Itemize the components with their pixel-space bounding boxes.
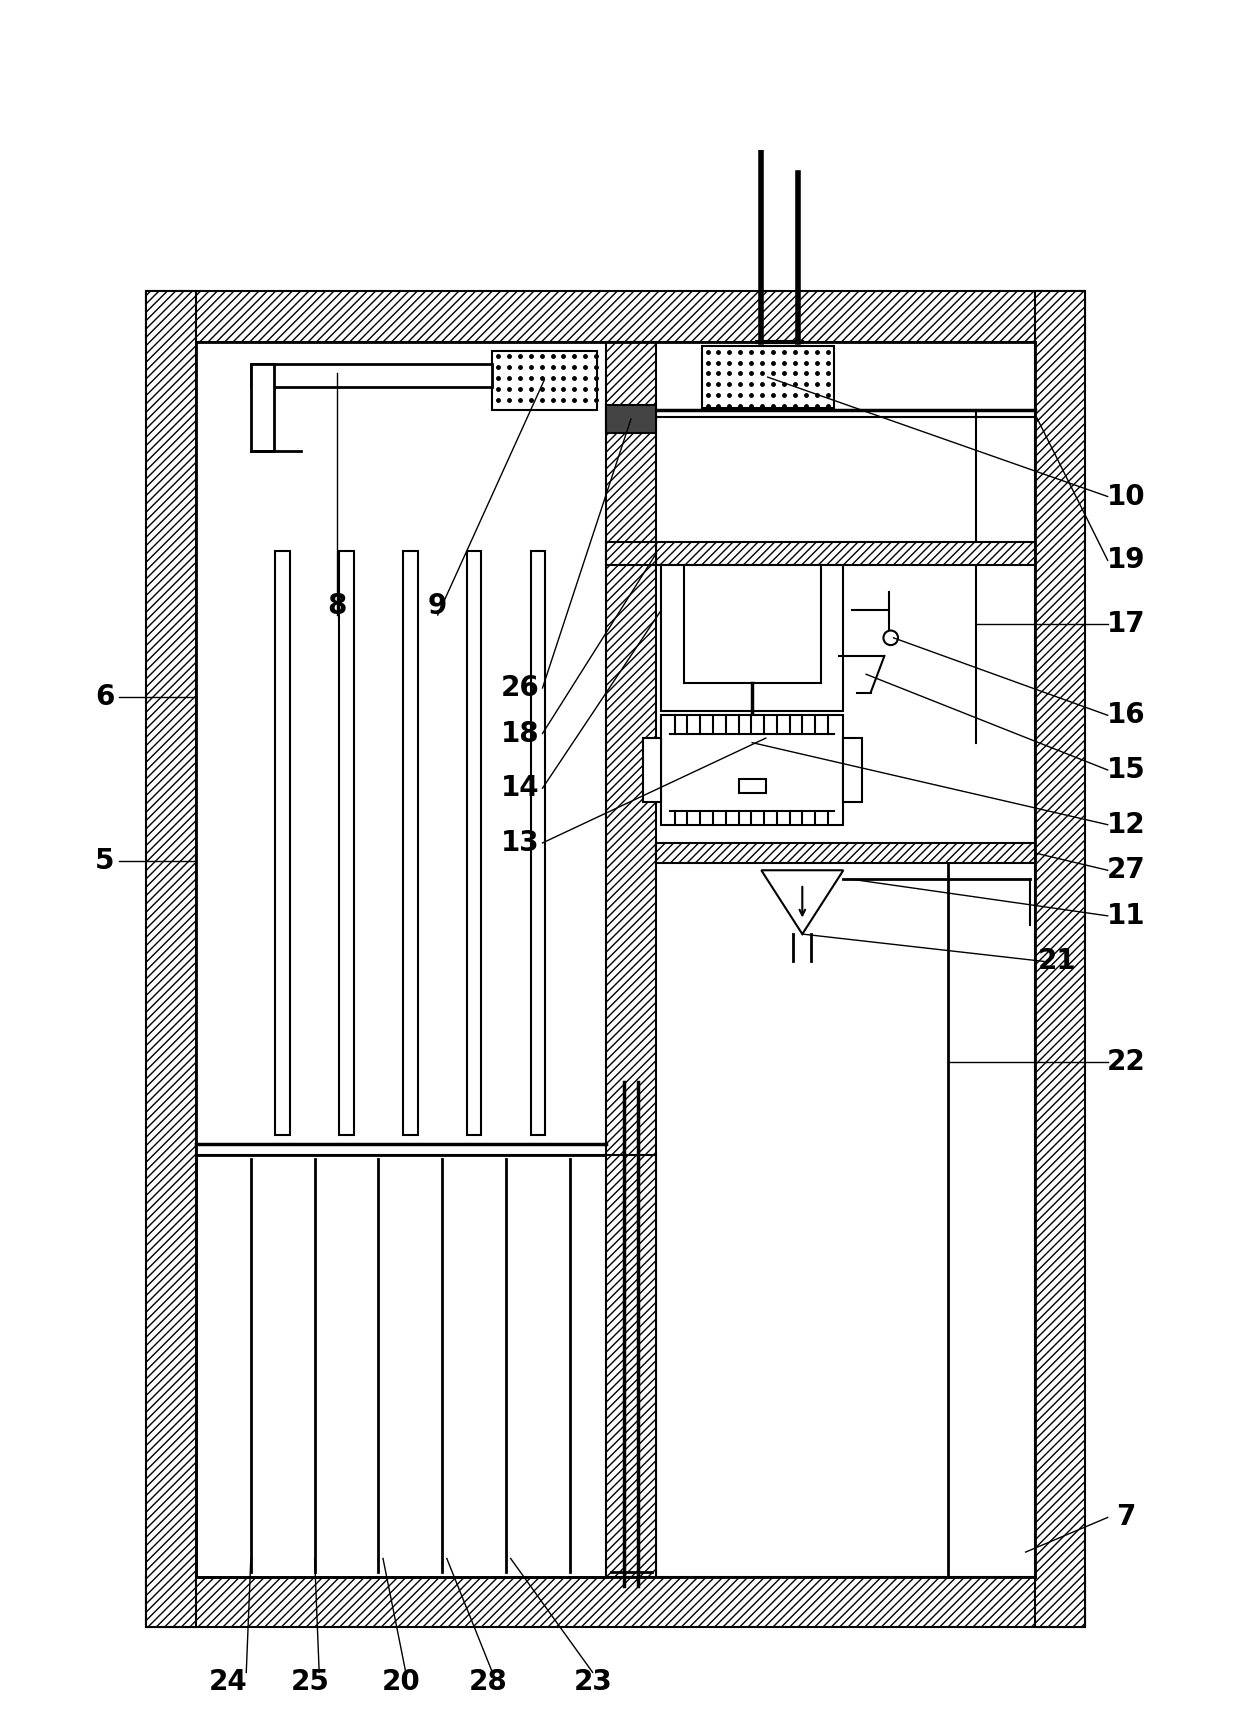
Polygon shape — [606, 341, 656, 1576]
Text: 7: 7 — [1116, 1504, 1136, 1531]
Text: 18: 18 — [501, 719, 539, 747]
Polygon shape — [606, 1155, 656, 1576]
Polygon shape — [146, 291, 1085, 341]
Polygon shape — [531, 552, 546, 1134]
Polygon shape — [656, 843, 1034, 863]
Polygon shape — [656, 541, 1034, 565]
Polygon shape — [1034, 291, 1085, 1627]
Text: 28: 28 — [469, 1667, 507, 1696]
Polygon shape — [843, 738, 862, 802]
Text: 23: 23 — [573, 1667, 613, 1696]
Polygon shape — [275, 552, 290, 1134]
Polygon shape — [467, 552, 481, 1134]
Text: 20: 20 — [382, 1667, 420, 1696]
Polygon shape — [492, 351, 598, 409]
Polygon shape — [250, 365, 274, 451]
Text: 11: 11 — [1106, 901, 1146, 930]
Text: 13: 13 — [501, 829, 539, 856]
Text: 5: 5 — [95, 848, 115, 875]
Text: 25: 25 — [290, 1667, 330, 1696]
Text: 8: 8 — [327, 593, 347, 620]
Text: 12: 12 — [1106, 810, 1146, 839]
Polygon shape — [642, 738, 661, 802]
Polygon shape — [702, 346, 835, 408]
Polygon shape — [403, 552, 418, 1134]
Polygon shape — [196, 1155, 606, 1576]
Polygon shape — [606, 541, 656, 565]
Text: 15: 15 — [1106, 755, 1146, 785]
Text: 9: 9 — [428, 593, 448, 620]
Text: 26: 26 — [501, 673, 539, 702]
Polygon shape — [661, 716, 843, 824]
Polygon shape — [606, 406, 656, 433]
Polygon shape — [340, 552, 353, 1134]
Text: 19: 19 — [1106, 546, 1146, 574]
Text: 17: 17 — [1106, 610, 1146, 639]
Text: 21: 21 — [1038, 947, 1076, 975]
Text: 27: 27 — [1106, 856, 1146, 884]
Text: 22: 22 — [1106, 1048, 1146, 1076]
Text: 4: 4 — [770, 0, 789, 5]
Text: 6: 6 — [95, 683, 114, 711]
Text: 16: 16 — [1106, 701, 1146, 730]
Polygon shape — [739, 779, 766, 793]
Polygon shape — [146, 1576, 1085, 1627]
Text: 10: 10 — [1106, 483, 1146, 510]
Polygon shape — [661, 565, 843, 711]
Polygon shape — [146, 291, 196, 1627]
Polygon shape — [761, 870, 843, 934]
Text: 14: 14 — [501, 774, 539, 802]
Text: 24: 24 — [208, 1667, 248, 1696]
Polygon shape — [250, 365, 492, 387]
